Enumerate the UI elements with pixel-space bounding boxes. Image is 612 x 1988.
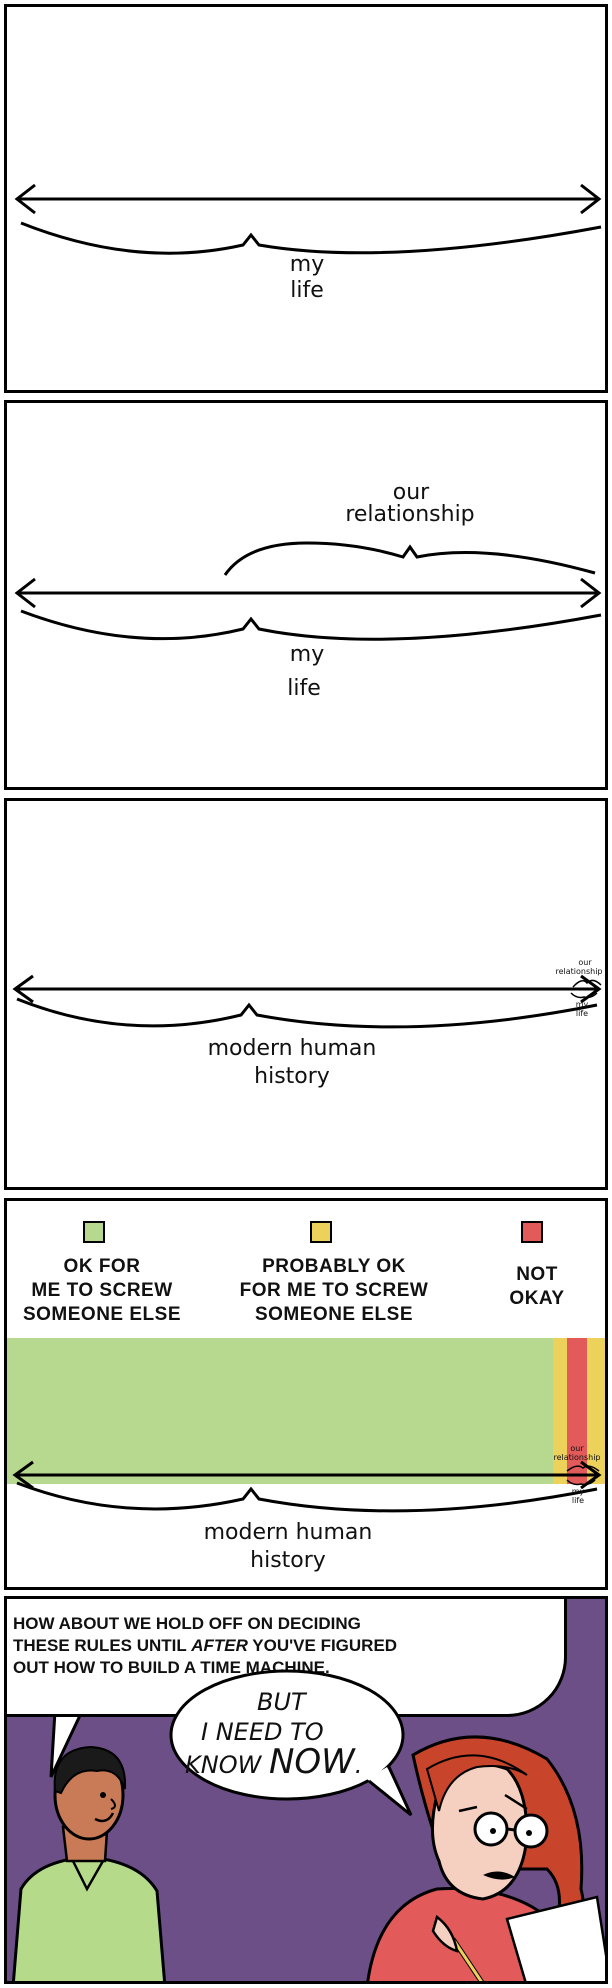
timeline-arrow (12, 974, 602, 1029)
mini-life-label: life (571, 1496, 585, 1505)
woman-character (366, 1735, 605, 1981)
my-life-label-line1: my (289, 252, 325, 277)
history-brace (16, 1481, 598, 1513)
timeline-arrow (14, 183, 602, 255)
mini-relationship-brace (566, 1465, 600, 1472)
panel-my-life: my life (4, 4, 608, 393)
legend-swatch-not-okay (521, 1221, 543, 1243)
mini-my-label: my (575, 1000, 589, 1009)
mini-our-label: our (578, 958, 592, 967)
zone-probably-ok-left (553, 1338, 567, 1484)
history-label-line2: history (254, 1064, 330, 1089)
mini-life-label: life (575, 1009, 589, 1018)
my-life-brace (20, 221, 602, 255)
mini-relationship-brace (572, 979, 602, 988)
woman-hand (431, 1914, 459, 1953)
characters (11, 1735, 605, 1981)
mini-relationship-label: relationship (555, 967, 603, 976)
speech-text-woman: BUT I NEED TO KNOW NOW. (185, 1688, 363, 1782)
relationship-brace (223, 541, 596, 576)
man-mouth (94, 1812, 115, 1823)
panel-our-relationship: our relationship my life (4, 400, 608, 790)
our-relationship-label-line1: our (392, 480, 430, 505)
speech-text-man: HOW ABOUT WE HOLD OFF ON DECIDING THESE … (13, 1614, 398, 1677)
my-life-brace (20, 609, 602, 641)
timeline-arrow (12, 1460, 602, 1513)
panel-modern-human-history: our relationship my life modern human hi… (4, 798, 608, 1190)
my-life-label-line2: life (290, 278, 324, 303)
mini-life-brace (570, 992, 598, 999)
legend-swatch-probably-ok (310, 1221, 332, 1243)
mini-my-label: my (571, 1487, 585, 1496)
legend-label-ok: OK FOR ME TO SCREW SOMEONE ELSE (22, 1256, 182, 1325)
legend-swatch-ok (83, 1221, 105, 1243)
speech-bubble-woman (169, 1669, 413, 1817)
zone-probably-ok-right (587, 1338, 605, 1484)
man-eye (100, 1792, 106, 1798)
legend-label-probably-ok: PROBABLY OK FOR ME TO SCREW SOMEONE ELSE (239, 1256, 429, 1325)
paper (505, 1895, 605, 1981)
history-label-line2: history (250, 1548, 326, 1573)
mini-our-label: our (570, 1444, 584, 1453)
man-character (11, 1745, 167, 1981)
woman-mouth (483, 1871, 515, 1880)
mini-life-brace (566, 1479, 596, 1486)
my-life-label-line2: life (287, 676, 321, 701)
timeline-arrow (14, 541, 602, 641)
panel-time-machine: HOW ABOUT WE HOLD OFF ON DECIDING THESE … (4, 1596, 608, 1984)
history-brace (16, 997, 598, 1029)
mini-relationship-label: relationship (553, 1453, 601, 1462)
man-shirt (11, 1855, 167, 1981)
zone-ok (7, 1338, 553, 1484)
man-hair (53, 1745, 127, 1795)
history-label-line1: modern human (203, 1520, 373, 1545)
panel-rules-chart: OK FOR ME TO SCREW SOMEONE ELSE PROBABLY… (4, 1198, 608, 1590)
history-label-line1: modern human (207, 1036, 377, 1061)
our-relationship-label-line2: relationship (345, 502, 475, 527)
my-life-label-line1: my (289, 642, 325, 667)
zone-not-okay (567, 1338, 587, 1484)
legend-label-not-okay: NOT OKAY (509, 1264, 565, 1309)
